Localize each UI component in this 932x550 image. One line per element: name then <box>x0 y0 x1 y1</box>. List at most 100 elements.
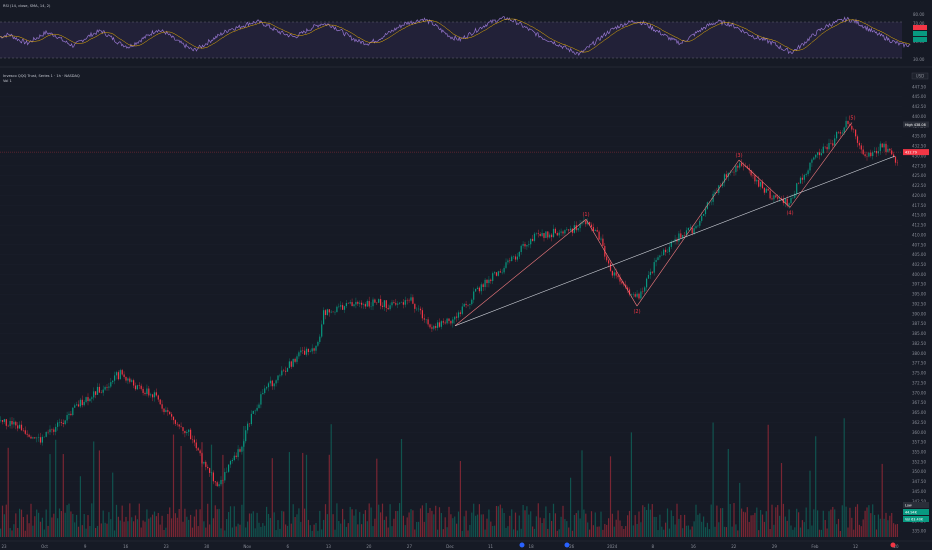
volume-bar <box>399 503 401 537</box>
time-tick-label: 27 <box>407 544 413 549</box>
candle-body <box>342 305 344 310</box>
candle-body <box>570 228 572 231</box>
candle-body <box>87 397 89 402</box>
volume-bar <box>482 514 484 537</box>
volume-bar <box>665 522 667 537</box>
price-tag-label: 432.79 <box>905 150 917 154</box>
wave-label: (1) <box>582 212 589 218</box>
time-tick-label: 11 <box>488 544 494 549</box>
volume-bar <box>754 512 756 537</box>
candle-body <box>98 386 100 393</box>
candle-body <box>241 446 243 452</box>
volume-bar <box>826 528 828 537</box>
volume-bar <box>237 523 239 537</box>
price-tags: High 438.08 432.79 <box>0 121 929 156</box>
volume-bar <box>524 510 526 537</box>
volume-bar <box>96 525 99 537</box>
volume-bar <box>813 509 815 537</box>
candle-body <box>560 231 562 233</box>
volume-bar <box>123 521 125 537</box>
candle-body <box>271 380 273 387</box>
volume-bar <box>315 522 317 537</box>
volume-bar <box>697 514 699 537</box>
volume-bar <box>262 523 264 537</box>
volume-bar <box>668 528 670 537</box>
volume-bar <box>564 519 566 537</box>
candle-body <box>402 302 404 305</box>
volume-bar <box>165 527 167 537</box>
volume-bar <box>644 507 646 537</box>
candle-body <box>851 125 853 130</box>
price-tick-label: 432.50 <box>912 144 926 149</box>
volume-bar <box>889 515 891 537</box>
volume-bar <box>499 504 501 537</box>
candle-body <box>57 422 59 427</box>
candle-body <box>250 413 252 425</box>
candle-body <box>600 238 602 240</box>
candle-body <box>340 305 342 307</box>
candle-body <box>475 288 477 292</box>
candle-body <box>216 482 218 487</box>
candle-body <box>568 229 570 231</box>
volume-bar <box>174 513 176 537</box>
volume-bar <box>70 511 72 537</box>
candle-body <box>15 421 17 426</box>
price-tick-label: 380.00 <box>912 351 926 356</box>
candle-body <box>621 281 623 284</box>
volume-bar <box>197 526 199 537</box>
candle-body <box>288 361 290 368</box>
candle-body <box>326 309 328 315</box>
volume-bar <box>414 529 416 537</box>
volume-bar <box>298 508 300 537</box>
volume-bar <box>425 503 427 537</box>
candle-body <box>541 233 543 236</box>
volume-bar <box>478 504 480 537</box>
candle-body <box>862 149 864 155</box>
candle-body <box>663 249 665 256</box>
candle-body <box>765 188 767 193</box>
volume-bar <box>463 516 465 537</box>
candle-body <box>267 383 270 388</box>
price-tick-label: 370.00 <box>912 390 926 395</box>
candle-body <box>780 198 783 199</box>
volume-bar <box>461 530 463 537</box>
wave-line <box>454 218 587 327</box>
candle-body <box>836 132 838 139</box>
candle-body <box>583 220 585 223</box>
volume-bar <box>180 446 182 537</box>
volume-bar <box>779 515 781 537</box>
volume-bar <box>58 508 61 537</box>
volume-bar <box>89 526 91 537</box>
volume-bar <box>201 442 203 537</box>
event-icon[interactable] <box>519 542 525 548</box>
candle-body <box>328 309 330 313</box>
candle-body <box>539 233 541 236</box>
volume-bar <box>220 528 222 537</box>
volume-bar <box>699 513 701 537</box>
candle-body <box>894 156 897 163</box>
volume-bar <box>845 506 847 537</box>
volume-bar <box>393 518 395 537</box>
currency-button[interactable] <box>911 72 929 80</box>
volume-bar <box>454 516 456 537</box>
volume-bar <box>887 520 889 537</box>
candle-body <box>311 348 313 352</box>
candle-body <box>522 244 524 246</box>
event-icon[interactable] <box>564 542 570 548</box>
volume-bar <box>497 506 499 537</box>
candle-body <box>62 422 64 425</box>
volume-bar <box>43 529 45 537</box>
volume-bar <box>830 509 832 537</box>
volume-bar <box>475 515 477 537</box>
candle-body <box>36 437 38 439</box>
volume-bar <box>798 512 800 537</box>
volume-bar <box>598 526 600 537</box>
candle-body <box>649 271 651 275</box>
candle-body <box>165 410 167 413</box>
candle-body <box>592 227 594 231</box>
candle-body <box>171 414 173 417</box>
volume-bar <box>214 505 216 537</box>
volume-bar <box>786 520 788 537</box>
event-icon[interactable] <box>890 542 896 548</box>
candle-body <box>176 423 178 425</box>
